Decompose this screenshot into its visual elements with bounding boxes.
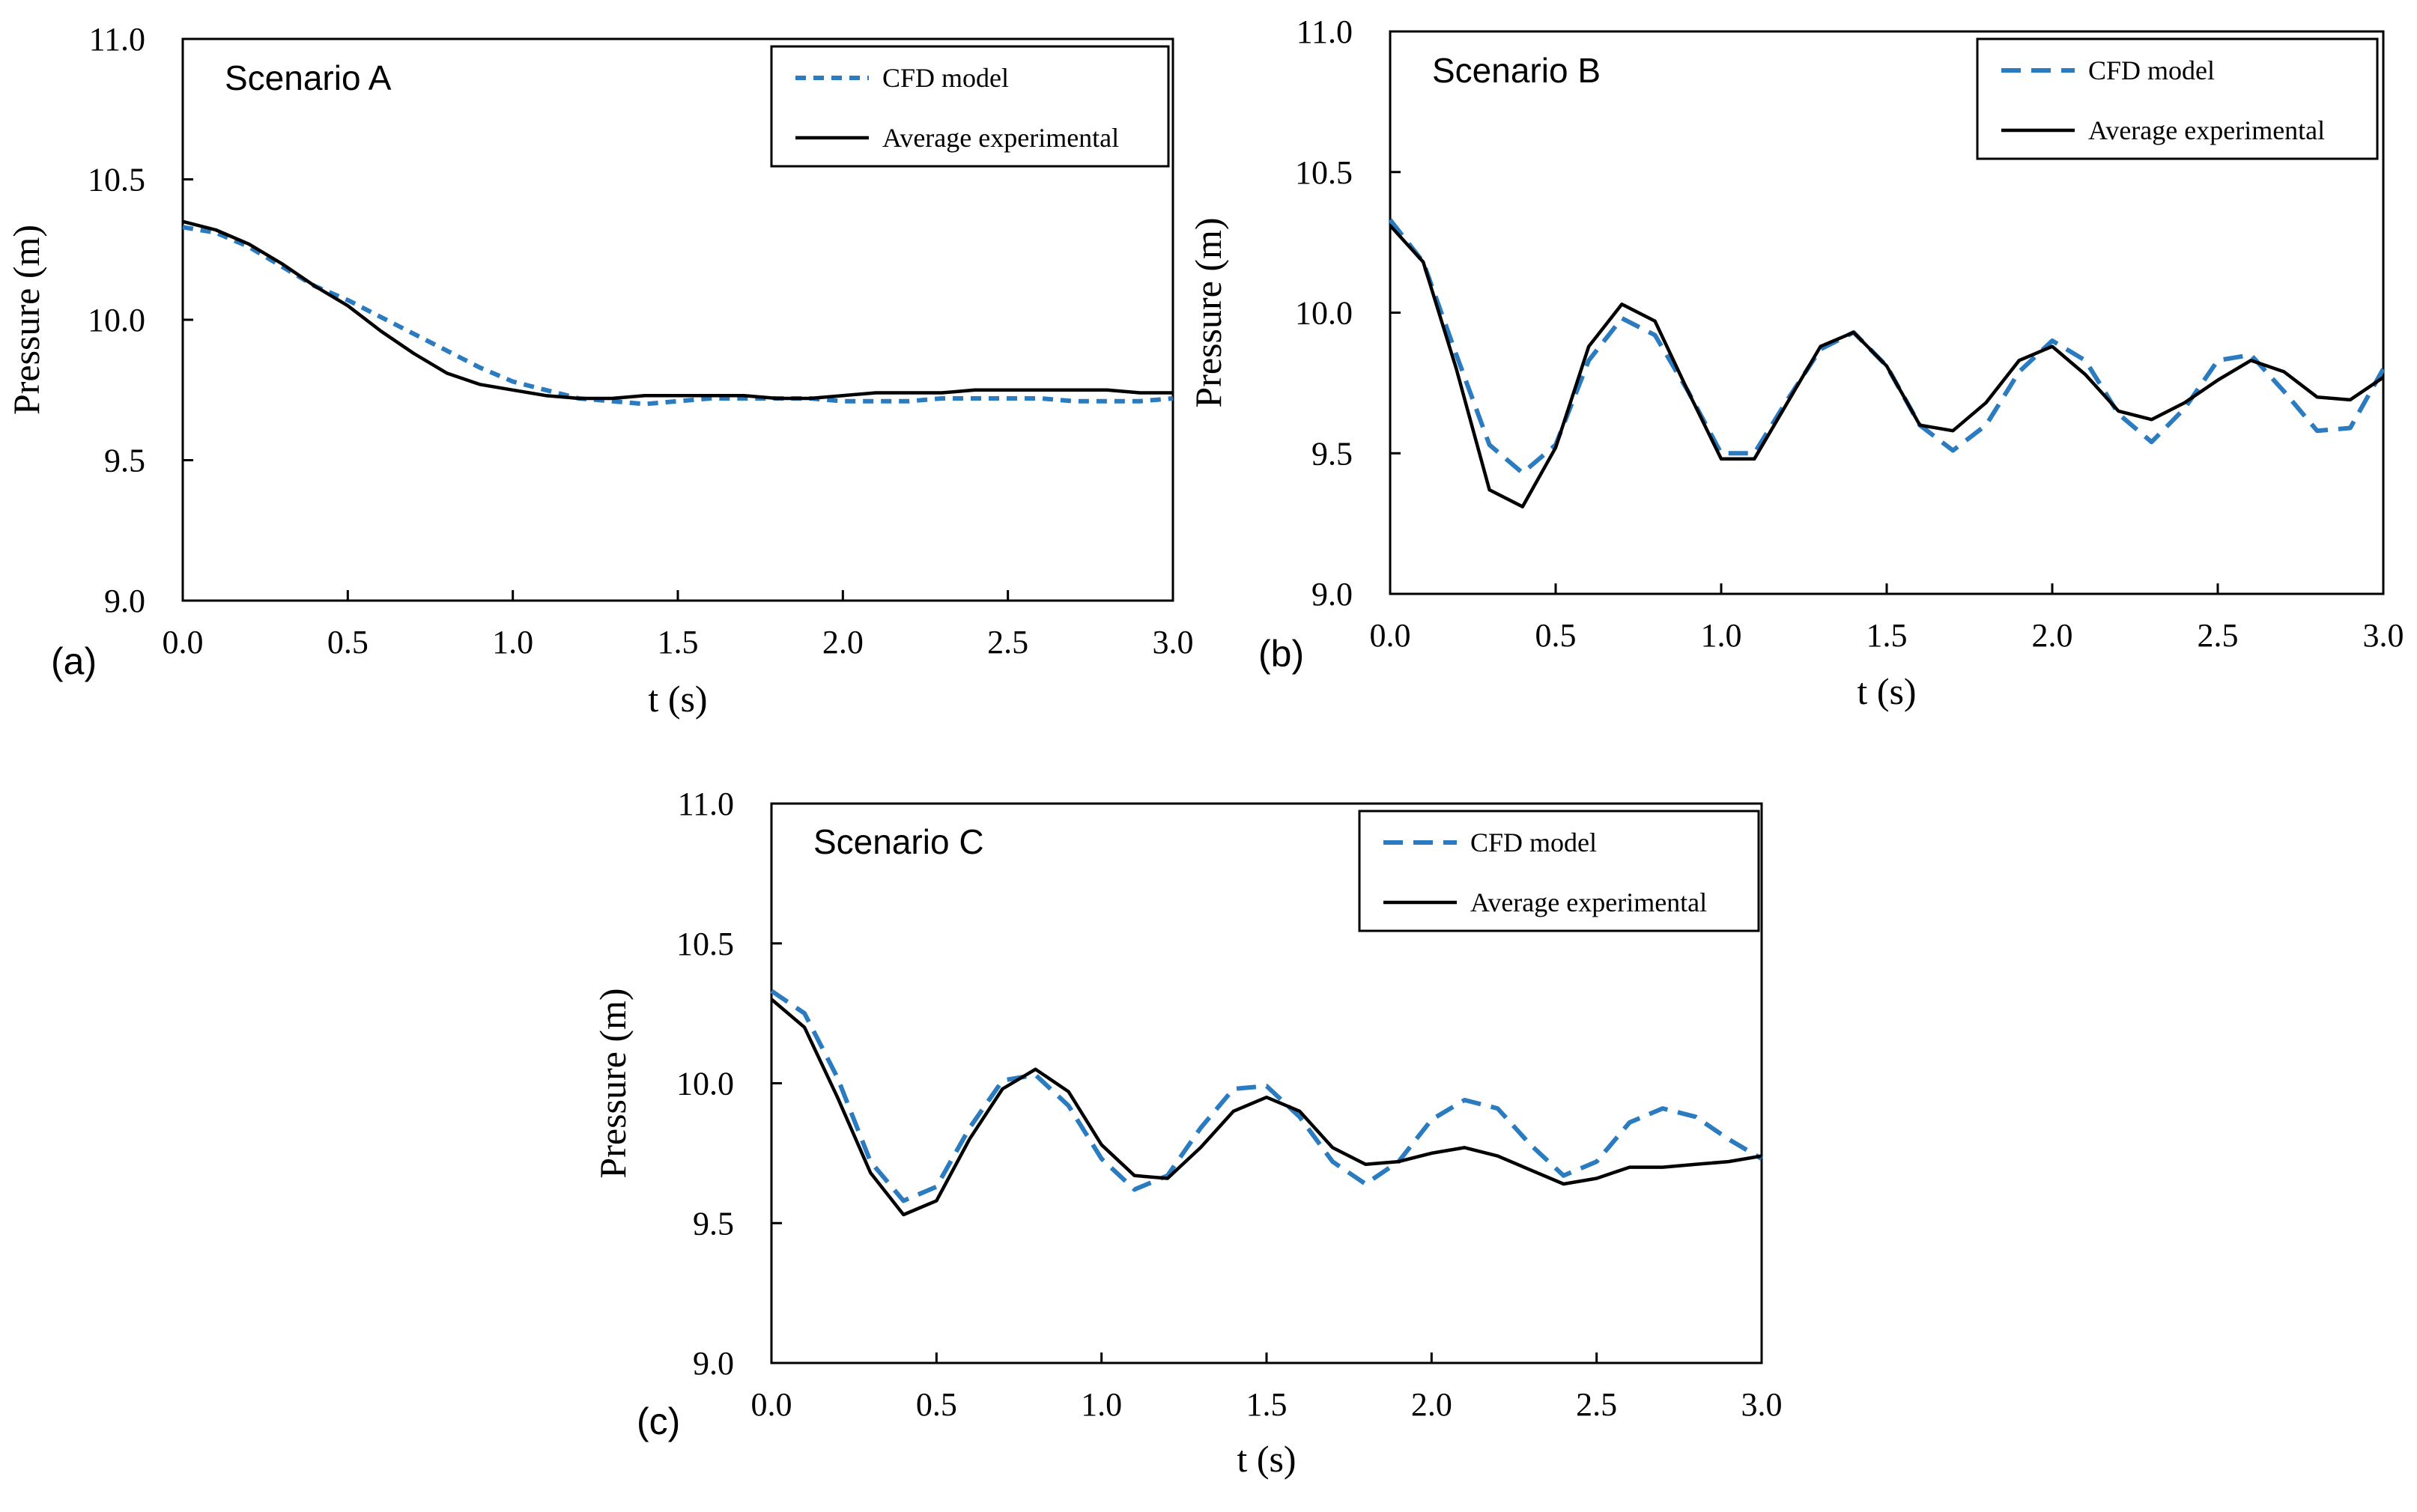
y-tick-label: 10.5	[676, 926, 734, 962]
x-axis-title: t (s)	[1237, 1438, 1296, 1480]
y-tick-label: 9.5	[1311, 435, 1353, 472]
legend: CFD model Average experimental	[1976, 37, 2379, 160]
scenario-title: Scenario C	[813, 822, 984, 861]
x-tick-label: 1.5	[1246, 1386, 1288, 1423]
x-tick-label: 0.5	[1535, 617, 1577, 654]
legend-entry-label: CFD model	[2088, 55, 2215, 85]
panel-c: 0.0 0.5 1.0 1.5 2.0 2.5 3.0 9.0 9.5 10.0 10.5 11.0 t…	[592, 786, 1783, 1480]
x-tick-label: 3.0	[1153, 624, 1194, 661]
legend-entry-label: Average experimental	[2088, 115, 2325, 145]
experimental-series-line	[1389, 224, 2385, 508]
cfd-model-series-line	[1388, 218, 2386, 476]
x-tick-label: 0.5	[327, 624, 369, 661]
y-tick-label: 10.0	[88, 302, 145, 338]
panel-label: (a)	[51, 640, 97, 682]
cfd-model-series-line	[182, 225, 1174, 407]
y-axis-title: Pressure (m)	[1187, 217, 1229, 407]
y-tick-label: 10.5	[1295, 154, 1353, 191]
x-tick-label: 1.0	[1081, 1386, 1122, 1423]
x-tick-label: 1.5	[1866, 617, 1908, 654]
legend: CFD model Average experimental	[770, 45, 1170, 168]
x-tick-label: 0.5	[916, 1386, 957, 1423]
y-tick-label: 9.5	[693, 1205, 734, 1242]
y-axis-title: Pressure (m)	[5, 225, 47, 415]
x-tick-label: 1.0	[492, 624, 533, 661]
x-tick-label: 0.0	[163, 624, 204, 661]
y-tick-label: 10.0	[1295, 295, 1353, 332]
x-tick-label: 1.0	[1701, 617, 1742, 654]
x-tick-label: 3.0	[1741, 1386, 1783, 1423]
y-axis-title: Pressure (m)	[592, 988, 634, 1178]
x-tick-label: 0.0	[751, 1386, 792, 1423]
x-tick-label: 3.0	[2363, 617, 2404, 654]
y-tick-label: 10.0	[676, 1066, 734, 1102]
y-tick-label: 11.0	[89, 21, 145, 58]
legend-box	[1976, 37, 2379, 160]
x-tick-label: 2.5	[987, 624, 1028, 661]
experimental-series-line	[770, 998, 1762, 1217]
x-tick-label: 2.0	[2032, 617, 2073, 654]
y-tick-label: 9.0	[693, 1345, 734, 1382]
panel-b: 0.0 0.5 1.0 1.5 2.0 2.5 3.0 9.0 9.5 10.0 10.5 11.0 t…	[1187, 13, 2404, 712]
y-tick-label: 11.0	[678, 786, 734, 822]
x-tick-label: 0.0	[1370, 617, 1411, 654]
y-tick-label: 9.5	[104, 443, 145, 479]
experimental-series-line	[182, 219, 1173, 401]
x-tick-label: 1.5	[658, 624, 699, 661]
y-tick-label: 11.0	[1297, 13, 1353, 50]
x-axis-title: t (s)	[1857, 670, 1916, 712]
scenario-title: Scenario B	[1432, 51, 1601, 90]
panel-label: (c)	[637, 1400, 680, 1442]
legend-entry-label: Average experimental	[1470, 887, 1707, 917]
x-tick-label: 2.5	[1576, 1386, 1617, 1423]
legend: CFD model Average experimental	[1358, 810, 1760, 932]
legend-box	[1358, 810, 1760, 932]
legend-entry-label: CFD model	[882, 63, 1009, 93]
x-tick-label: 2.5	[2198, 617, 2239, 654]
y-tick-label: 9.0	[104, 583, 145, 619]
legend-box	[770, 45, 1170, 168]
y-tick-label: 9.0	[1311, 576, 1353, 613]
panel-a: 0.0 0.5 1.0 1.5 2.0 2.5 3.0 9.0 9.5 10.0 10.5 11.0 t…	[5, 21, 1194, 720]
x-tick-label: 2.0	[1411, 1386, 1452, 1423]
y-tick-label: 10.5	[88, 162, 145, 198]
cfd-model-series-line	[770, 989, 1763, 1203]
x-tick-label: 2.0	[822, 624, 864, 661]
legend-entry-label: Average experimental	[882, 123, 1119, 153]
scenario-title: Scenario A	[225, 58, 392, 97]
legend-entry-label: CFD model	[1470, 828, 1597, 857]
x-axis-title: t (s)	[648, 678, 707, 720]
panel-label: (b)	[1258, 633, 1304, 675]
